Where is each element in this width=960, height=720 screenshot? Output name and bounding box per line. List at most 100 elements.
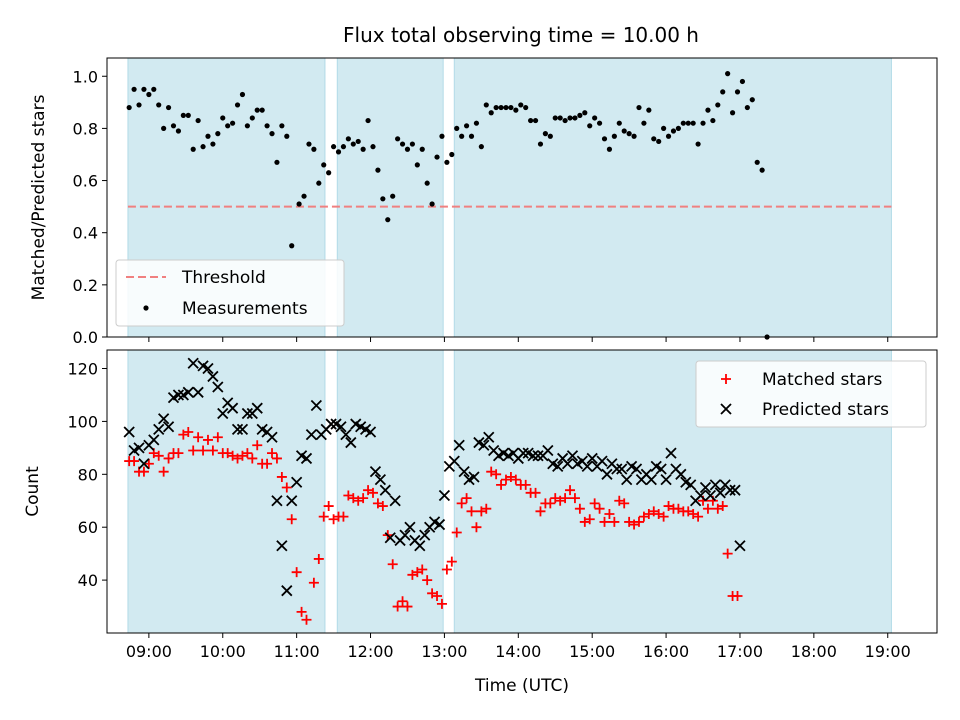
- data-point: [205, 133, 211, 139]
- data-point: [239, 91, 246, 98]
- data-point: [422, 575, 433, 586]
- data-point: [175, 128, 182, 134]
- data-point: [694, 489, 707, 502]
- data-point: [630, 463, 643, 475]
- data-point: [658, 511, 669, 522]
- data-point: [267, 448, 278, 459]
- data-point: [183, 426, 194, 437]
- data-point: [226, 402, 239, 414]
- y-tick-label: 0.2: [73, 276, 98, 295]
- legend-box: [695, 360, 927, 428]
- data-point: [301, 193, 307, 199]
- data-point: [286, 514, 297, 525]
- data-point: [709, 479, 721, 491]
- data-point: [633, 516, 644, 527]
- data-point: [262, 458, 273, 469]
- data-point: [133, 442, 145, 454]
- data-point: [655, 463, 667, 475]
- data-point: [592, 115, 598, 121]
- data-point: [379, 484, 391, 496]
- data-point: [720, 89, 726, 95]
- data-point: [459, 133, 465, 139]
- data-point: [377, 501, 388, 512]
- data-point: [355, 138, 361, 145]
- data-point: [705, 107, 711, 113]
- data-point: [565, 485, 576, 496]
- data-point: [599, 516, 610, 527]
- data-point: [448, 455, 460, 467]
- data-point: [330, 144, 337, 150]
- data-point: [306, 141, 312, 147]
- data-point: [732, 590, 743, 601]
- data-point: [473, 120, 480, 126]
- data-point: [680, 120, 686, 126]
- legend: Matched stars Predicted stars: [695, 360, 927, 428]
- data-point: [616, 463, 628, 475]
- data-point: [325, 418, 337, 430]
- data-point: [710, 117, 716, 124]
- data-point: [729, 110, 736, 116]
- data-point: [419, 146, 425, 152]
- data-point: [392, 601, 403, 612]
- series-matched-stars: [124, 426, 743, 625]
- series-predicted-stars: [123, 357, 746, 597]
- data-point: [338, 511, 349, 522]
- data-point: [601, 136, 608, 142]
- data-point: [552, 460, 564, 473]
- data-point: [493, 104, 499, 111]
- data-point: [402, 601, 413, 612]
- data-point: [158, 466, 169, 477]
- data-point: [123, 426, 135, 438]
- data-point: [619, 498, 630, 509]
- data-point: [532, 450, 544, 462]
- data-point: [207, 370, 219, 383]
- data-point: [446, 556, 457, 567]
- data-point: [323, 501, 334, 512]
- data-point: [530, 487, 541, 498]
- data-point: [212, 432, 223, 443]
- data-point: [699, 481, 712, 494]
- data-point: [247, 453, 258, 464]
- data-point: [734, 89, 741, 95]
- data-point: [496, 479, 507, 490]
- x-tick-label: 12:00: [347, 642, 393, 661]
- data-point: [291, 476, 303, 488]
- data-point: [281, 482, 292, 493]
- data-point: [520, 479, 531, 490]
- data-point: [170, 123, 177, 129]
- data-point: [481, 503, 492, 514]
- data-point: [562, 117, 568, 124]
- data-point: [596, 120, 603, 126]
- data-point: [483, 102, 489, 108]
- data-point: [136, 102, 142, 108]
- data-point: [244, 123, 250, 129]
- data-point: [645, 473, 657, 486]
- data-point: [274, 159, 280, 165]
- data-point: [552, 115, 558, 121]
- data-point: [589, 498, 600, 509]
- data-point: [131, 86, 137, 92]
- data-point: [414, 540, 426, 552]
- data-point: [252, 440, 263, 451]
- data-point: [695, 141, 701, 147]
- data-point: [193, 432, 204, 443]
- data-point: [358, 493, 369, 504]
- data-point: [523, 104, 529, 111]
- data-point: [153, 423, 165, 435]
- data-point: [129, 456, 140, 467]
- data-point: [611, 133, 617, 139]
- shaded-interval-3: [453, 57, 892, 338]
- data-point: [335, 421, 347, 433]
- data-point: [225, 123, 231, 129]
- x-tick-label: 09:00: [126, 642, 172, 661]
- data-point: [369, 466, 382, 478]
- data-point: [432, 590, 443, 601]
- data-point: [601, 468, 613, 480]
- data-point: [572, 115, 578, 121]
- data-point: [690, 120, 696, 126]
- data-point: [172, 389, 185, 401]
- legend-measurements-label: Measurements: [182, 299, 308, 319]
- data-point: [444, 159, 450, 165]
- data-point: [291, 567, 302, 578]
